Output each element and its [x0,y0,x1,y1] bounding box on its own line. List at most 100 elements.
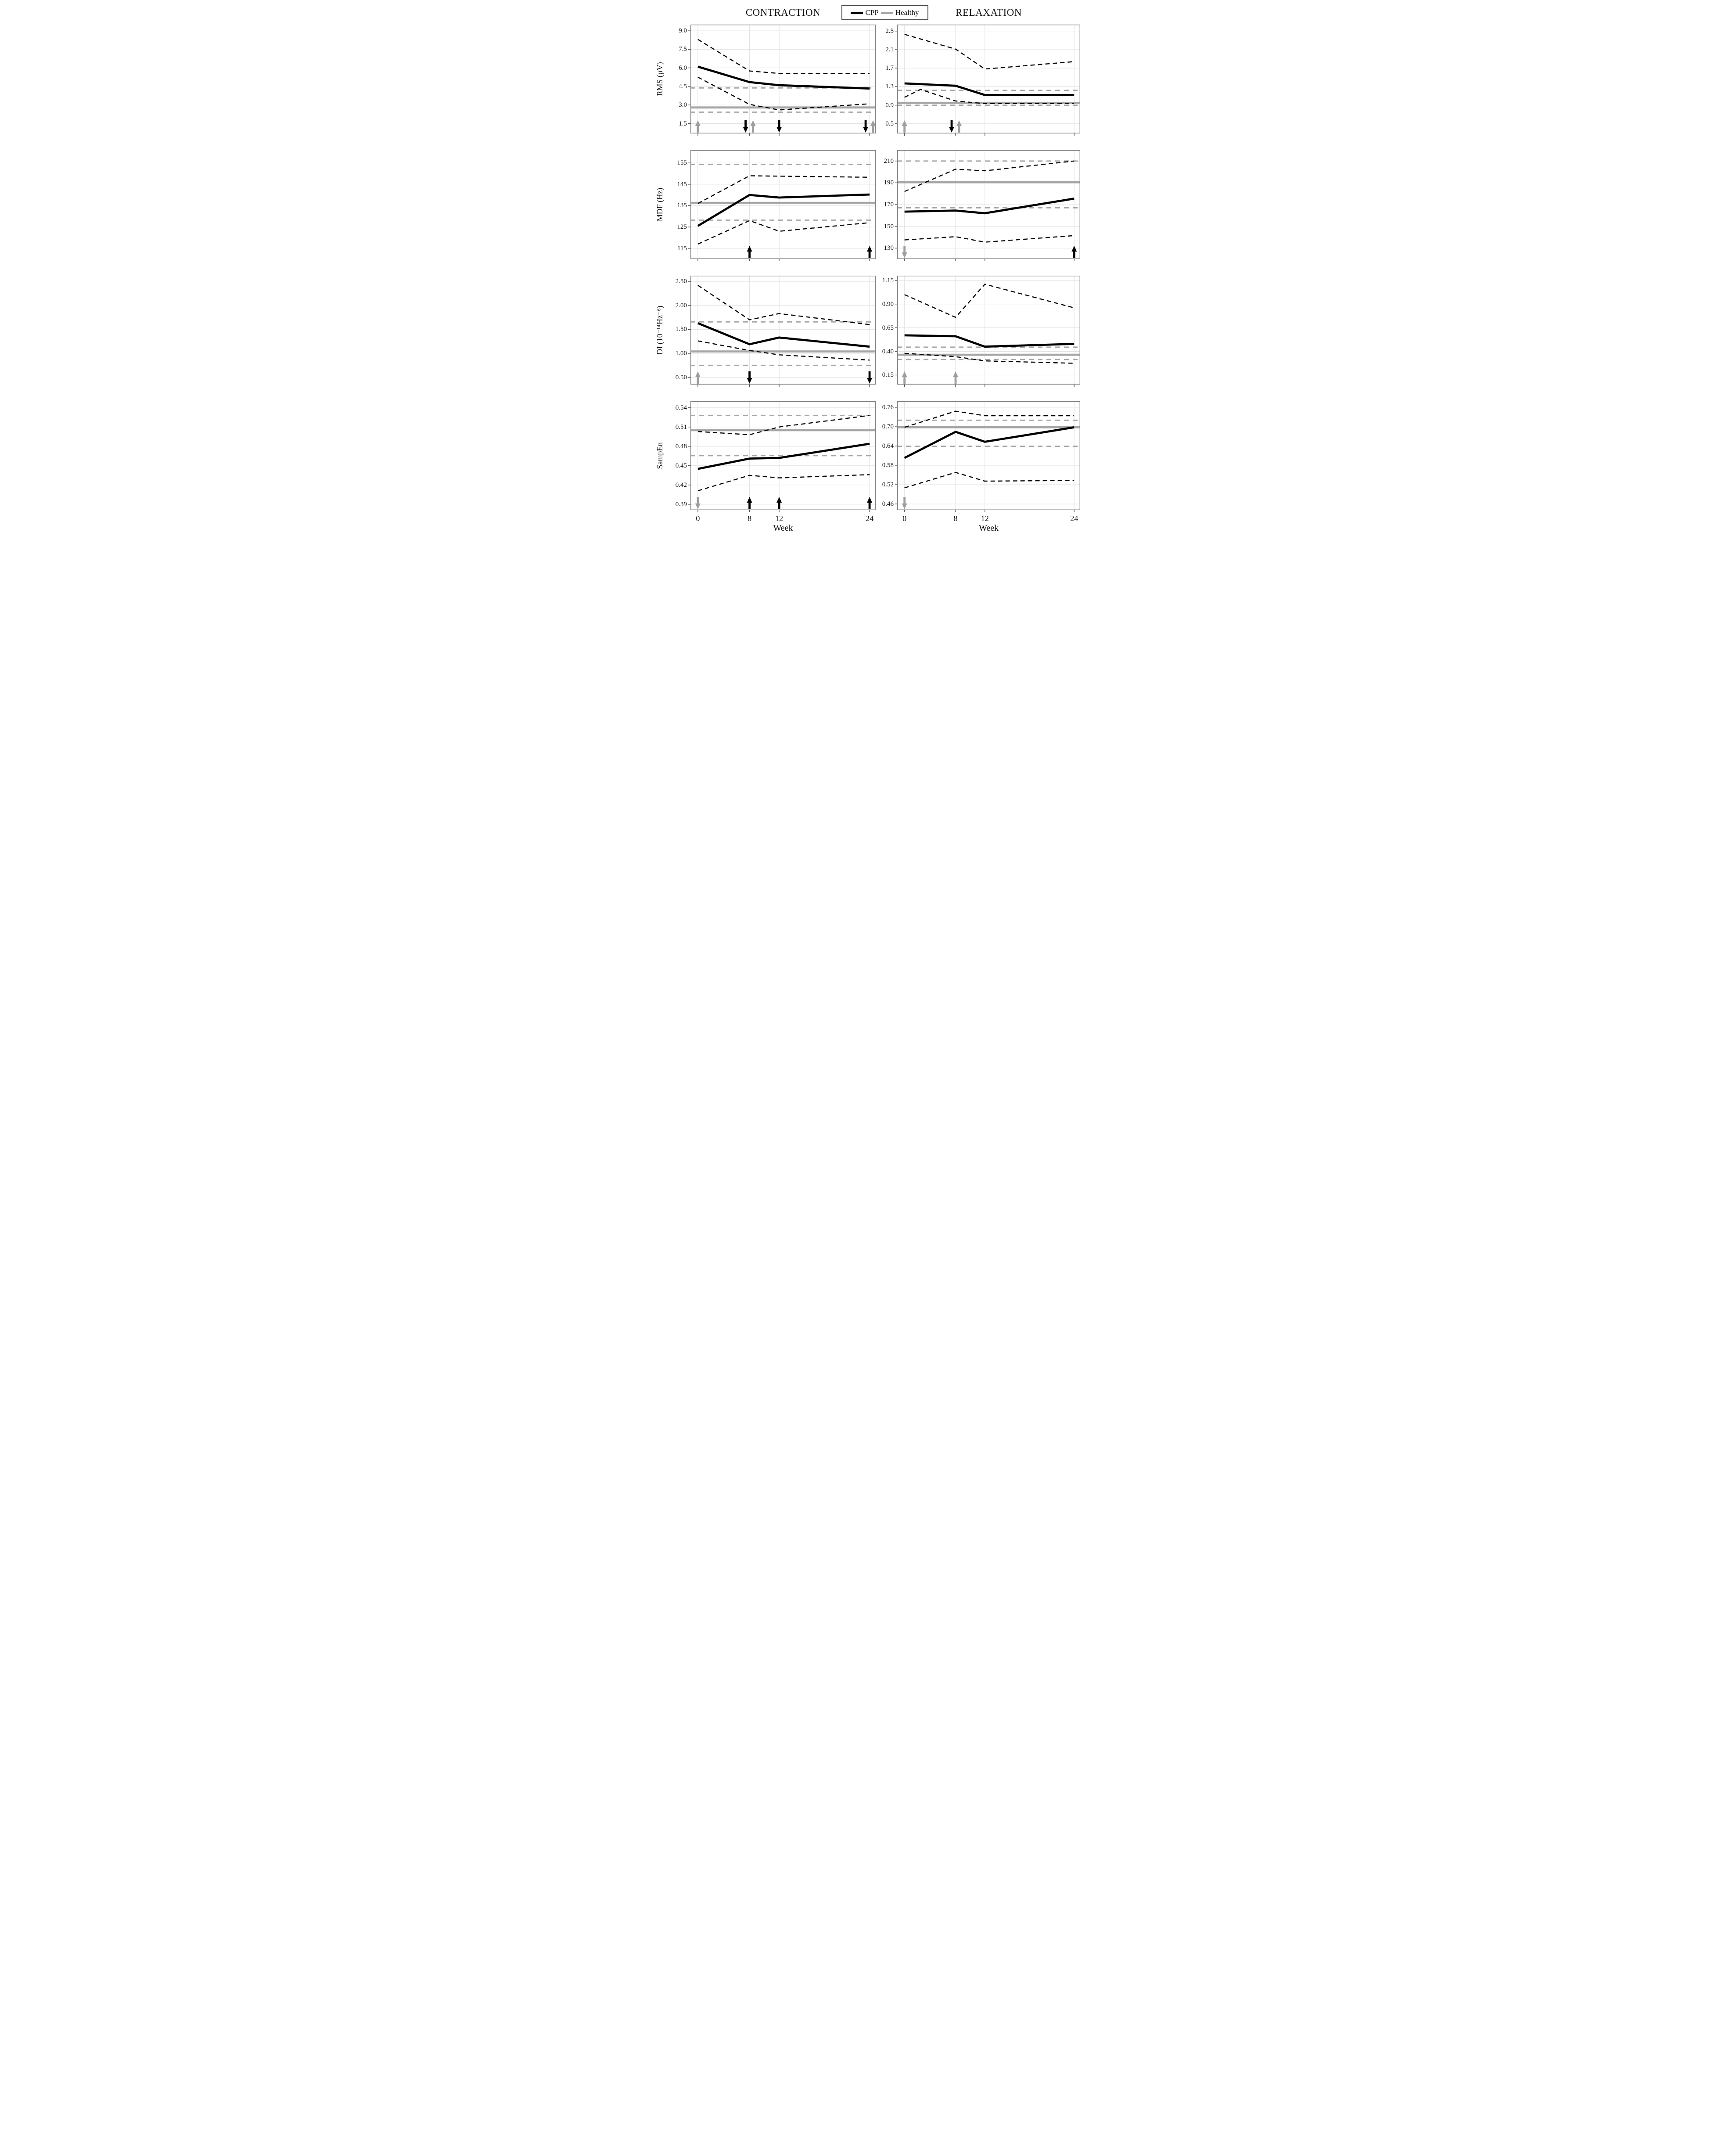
y-tick-label: 2.50 [675,278,687,285]
gridlines [690,401,876,510]
x-tick-label: 8 [953,514,958,523]
y-tick-label: 3.0 [679,101,687,109]
plot-border [690,401,876,511]
y-tick-label: 0.48 [675,442,687,450]
panel-di-contraction: 0.50 1.00 1.50 2.00 2.50 [676,275,876,387]
gridlines [690,150,876,259]
legend: CPP Healthy [841,5,928,20]
panel-sampen-contraction: 0.39 0.42 0.45 0.48 0.51 0.54 0 8 12 24 [676,401,876,523]
cpp-series [697,39,870,111]
y-axis-label-sampen: SampEn [655,442,664,469]
black-up-arrow-icon [1071,246,1077,258]
black-up-arrow-icon [747,497,752,509]
significance-arrows [695,371,873,384]
significance-arrows [902,246,1077,258]
plot-border [897,401,1081,511]
y-axis-label-di: DI (10⁻¹⁴Hz⁻⁶) [655,306,664,355]
axis-tick-marks [895,280,1075,387]
chart-svg [688,401,876,512]
y-tick-label: 135 [677,202,687,209]
cpp-line-swatch [851,11,863,14]
healthy-line-swatch [881,11,893,14]
healthy-series [690,87,876,113]
y-tick-label: 0.40 [882,348,894,355]
healthy-series [897,419,1080,447]
y-tick-label: 1.3 [885,83,894,90]
black-up-arrow-icon [867,246,873,258]
x-tick-label: 24 [866,514,874,523]
black-down-arrow-icon [867,371,873,384]
healthy-series [690,321,876,366]
y-tick-label: 0.15 [882,371,894,379]
y-tick-label: 6.0 [679,64,687,72]
gray-down-arrow-icon [902,246,907,258]
y-tick-label: 1.50 [675,326,687,333]
cpp-series [904,410,1075,489]
gray-down-arrow-icon [695,497,701,509]
plot-border [897,24,1081,134]
axis-tick-marks [895,161,1075,261]
significance-arrows [902,371,959,384]
y-tick-label: 0.90 [882,300,894,308]
significance-arrows [902,497,907,509]
y-tick-label: 1.15 [882,277,894,284]
x-tick-label: 12 [775,514,784,523]
gridlines [897,276,1080,385]
significance-arrows [747,246,873,258]
significance-arrows [902,120,962,133]
black-down-arrow-icon [863,120,869,133]
y-tick-label: 170 [884,201,894,208]
black-down-arrow-icon [743,120,748,133]
x-tick-label: 12 [981,514,989,523]
gridlines [690,25,876,133]
column-title-contraction: CONTRACTION [745,7,821,18]
chart-svg [688,24,876,136]
y-tick-label: 0.52 [882,481,894,488]
y-tick-label: 155 [677,159,687,167]
panel-mdf-relaxation: 130 150 170 190 210 [884,150,1081,261]
legend-label-healthy: Healthy [895,8,919,17]
cpp-series [697,175,870,245]
axis-tick-marks [688,407,870,512]
gridlines [897,401,1080,510]
y-tick-label: 0.70 [882,423,894,430]
x-tick-label: 0 [902,514,907,523]
y-tick-label: 0.5 [885,120,894,127]
gridlines [897,25,1080,133]
black-down-arrow-icon [776,120,782,133]
gray-up-arrow-icon [953,371,959,384]
y-tick-label: 0.51 [675,423,687,431]
y-tick-label: 0.50 [675,374,687,381]
y-tick-label: 0.65 [882,324,894,331]
y-tick-label: 0.39 [675,500,687,508]
gridlines [897,150,1080,259]
y-tick-label: 7.5 [679,46,687,53]
axis-tick-marks [895,31,1075,136]
panel-mdf-contraction: 115 125 135 145 155 [677,150,876,261]
gray-up-arrow-icon [695,371,701,384]
y-tick-label: 150 [884,223,894,230]
y-tick-label: 0.58 [882,462,894,469]
y-tick-label: 0.46 [882,500,894,508]
y-tick-label: 1.5 [679,120,687,127]
y-tick-label: 0.45 [675,462,687,469]
black-up-arrow-icon [747,246,752,258]
y-tick-label: 115 [677,245,687,252]
x-tick-label: 24 [1070,514,1078,523]
y-tick-label: 125 [677,223,687,231]
y-tick-label: 0.9 [885,101,894,109]
x-axis-label-right: Week [978,523,999,533]
cpp-series [697,415,870,492]
cpp-series [697,284,870,361]
x-tick-label: 0 [696,514,700,523]
figure: CONTRACTION CPP Healthy RELAXATION RMS (… [651,0,1085,538]
gray-up-arrow-icon [956,120,962,133]
y-tick-label: 9.0 [679,27,687,35]
healthy-series [897,90,1080,106]
y-tick-label: 190 [884,179,894,187]
y-tick-label: 0.76 [882,403,894,411]
healthy-series [897,346,1080,360]
chart-svg [895,24,1081,136]
gray-up-arrow-icon [870,120,876,133]
y-tick-label: 130 [884,245,894,252]
